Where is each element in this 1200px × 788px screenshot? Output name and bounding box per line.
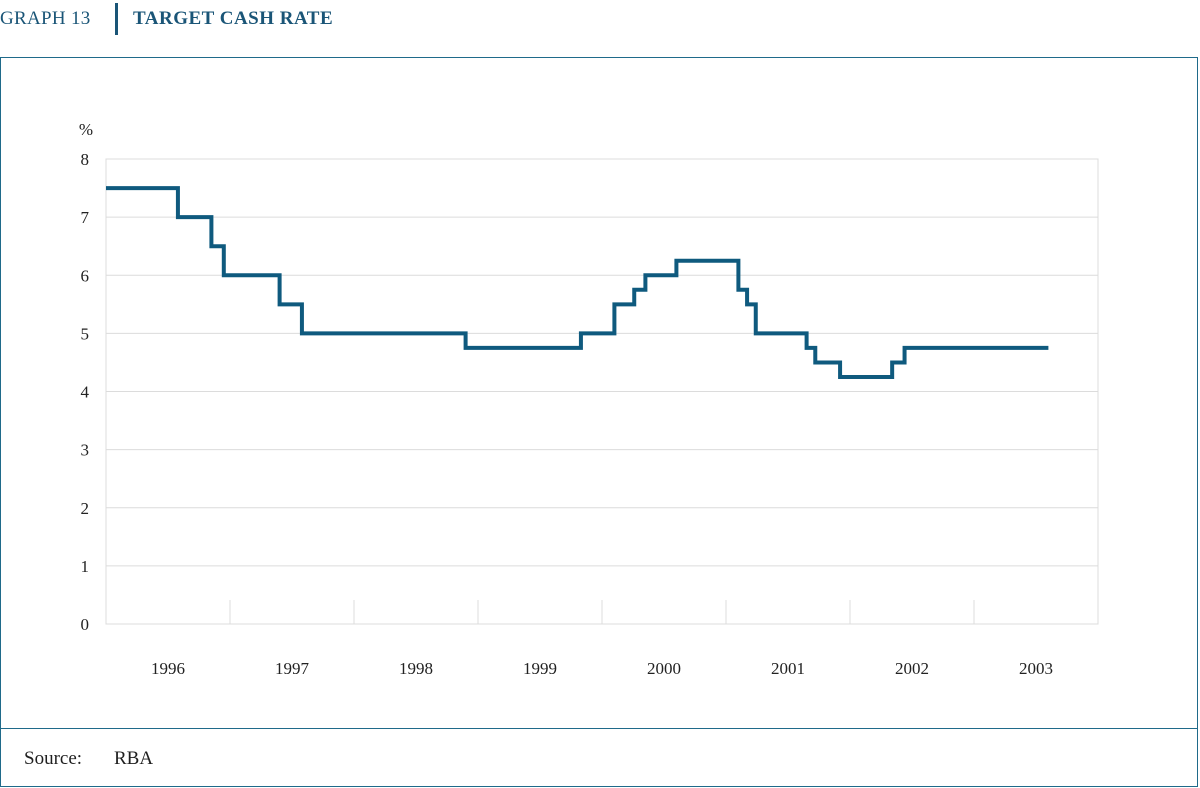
x-tick-label: 1996 <box>151 659 185 678</box>
series-line <box>106 186 1049 379</box>
graph-number: GRAPH 13 <box>0 8 91 29</box>
x-tick-label: 2003 <box>1019 659 1053 678</box>
x-tick-label: 1997 <box>275 659 310 678</box>
source-value: RBA <box>114 748 154 769</box>
x-tick-label: 2000 <box>647 659 681 678</box>
y-tick-label: 0 <box>81 615 90 634</box>
graph-title: TARGET CASH RATE <box>133 8 334 29</box>
target-cash-rate-chart: 0 1 2 3 4 5 6 7 8 1996 1997 1998 1999 2000 2001 2002 200… <box>79 120 1099 678</box>
source-note: Source: RBA <box>24 748 153 770</box>
x-tick-label: 2001 <box>771 659 805 678</box>
x-tick-label: 2002 <box>895 659 929 678</box>
chart-frame: 0 1 2 3 4 5 6 7 8 1996 1997 1998 1999 2000 2001 2002 200… <box>0 57 1198 787</box>
y-tick-label: 8 <box>81 150 90 169</box>
x-tick-label: 1999 <box>523 659 557 678</box>
y-tick-label: 5 <box>81 324 90 343</box>
graph-header: GRAPH 13 TARGET CASH RATE <box>0 0 1200 40</box>
y-tick-label: 2 <box>81 499 90 518</box>
y-tick-label: 4 <box>81 383 90 402</box>
y-axis-unit: % <box>79 120 93 139</box>
header-divider <box>115 3 118 35</box>
y-tick-label: 1 <box>81 557 90 576</box>
source-label: Source: <box>24 748 83 769</box>
y-tick-label: 7 <box>81 208 90 227</box>
y-tick-label: 6 <box>81 266 90 285</box>
source-divider <box>1 728 1197 729</box>
x-tick-label: 1998 <box>399 659 433 678</box>
y-tick-label: 3 <box>81 441 90 460</box>
